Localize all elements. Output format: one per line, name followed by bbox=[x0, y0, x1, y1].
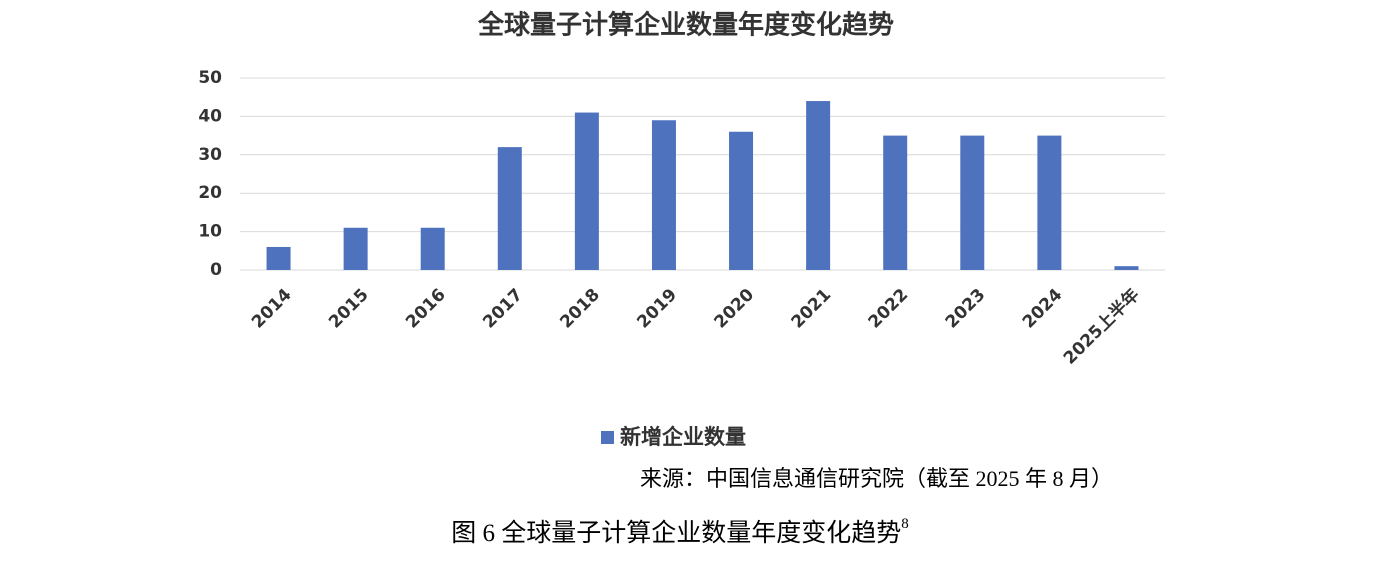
x-tick-label: 2017 bbox=[479, 285, 527, 333]
bar bbox=[651, 120, 676, 271]
bar bbox=[266, 246, 291, 270]
bar bbox=[1037, 135, 1062, 270]
legend-label: 新增企业数量 bbox=[620, 425, 746, 449]
x-tick-label: 2019 bbox=[633, 285, 681, 333]
y-tick-label: 40 bbox=[198, 106, 222, 126]
figure-caption: 图 6 全球量子计算企业数量年度变化趋势8 bbox=[451, 516, 909, 546]
x-tick-label: 2015 bbox=[325, 285, 373, 333]
bar bbox=[420, 227, 445, 270]
footnote-ref: 8 bbox=[901, 516, 909, 532]
x-tick-label: 2021 bbox=[788, 285, 836, 333]
x-tick-label: 2016 bbox=[402, 285, 450, 333]
bar bbox=[574, 112, 599, 270]
legend-swatch bbox=[601, 431, 614, 444]
x-tick-label: 2020 bbox=[711, 285, 759, 333]
x-tick-label: 2022 bbox=[865, 285, 913, 333]
x-tick-label: 2025上半年 bbox=[1059, 284, 1143, 368]
x-tick-label: 2018 bbox=[556, 285, 604, 333]
bar bbox=[1114, 266, 1139, 270]
y-tick-label: 50 bbox=[198, 68, 222, 88]
y-tick-label: 10 bbox=[198, 222, 222, 242]
y-tick-label: 20 bbox=[198, 183, 222, 203]
caption-text: 图 6 全球量子计算企业数量年度变化趋势 bbox=[451, 519, 901, 547]
bar bbox=[806, 101, 831, 270]
chart-title: 全球量子计算企业数量年度变化趋势 bbox=[477, 10, 894, 41]
bar bbox=[497, 147, 522, 270]
x-tick-label: 2023 bbox=[942, 285, 990, 333]
bar bbox=[883, 135, 908, 270]
x-tick-label: 2014 bbox=[248, 285, 296, 333]
bar bbox=[729, 131, 754, 270]
x-tick-label: 2024 bbox=[1019, 285, 1067, 333]
bar bbox=[343, 227, 368, 270]
y-tick-label: 0 bbox=[210, 260, 222, 280]
y-tick-label: 30 bbox=[198, 145, 222, 165]
bar bbox=[960, 135, 985, 270]
source-note: 来源：中国信息通信研究院（截至 2025 年 8 月） bbox=[640, 466, 1113, 491]
